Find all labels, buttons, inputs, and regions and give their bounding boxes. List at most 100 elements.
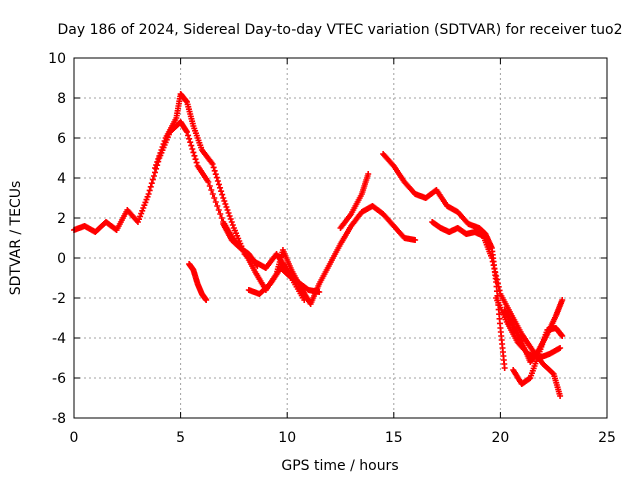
data-point: [228, 219, 235, 225]
data-point: [210, 164, 217, 171]
y-tick-label: -4: [52, 331, 66, 347]
data-point: [287, 274, 294, 280]
data-point: [215, 207, 222, 213]
y-axis-label: SDTVAR / TECUs: [8, 181, 24, 296]
data-point: [211, 167, 218, 174]
data-point: [208, 187, 215, 193]
data-point: [209, 161, 216, 167]
data-point: [158, 147, 165, 153]
data-point: [227, 216, 234, 222]
data-point: [193, 159, 200, 166]
data-point: [218, 215, 225, 221]
data-point: [254, 263, 261, 269]
data-point: [489, 258, 496, 265]
data-point: [223, 204, 230, 210]
data-point: [149, 176, 156, 183]
data-point: [222, 201, 229, 207]
data-point: [153, 162, 160, 168]
data-point: [316, 289, 323, 295]
data-point: [190, 149, 197, 156]
data-point: [490, 262, 497, 269]
data-point: [160, 141, 167, 147]
data-point: [496, 287, 503, 294]
series-track-late-c: [510, 325, 566, 387]
data-point: [146, 187, 153, 194]
x-tick-label: 25: [598, 430, 616, 446]
data-point: [493, 273, 500, 279]
series-track-side-branch: [220, 221, 261, 269]
data-point: [205, 179, 212, 185]
data-point: [211, 195, 218, 201]
data-point: [493, 276, 500, 283]
data-point: [559, 333, 566, 339]
grid-lines: [74, 58, 607, 418]
x-axis-label: GPS time / hours: [281, 458, 398, 474]
data-point: [488, 255, 495, 261]
data-point: [155, 156, 162, 162]
data-point: [492, 269, 499, 276]
data-point: [147, 183, 154, 190]
data-point: [212, 171, 219, 178]
series-track-mid-arc: [337, 171, 372, 231]
data-point: [220, 195, 227, 201]
x-tick-label: 5: [176, 430, 185, 446]
data-point: [203, 297, 210, 303]
data-point: [225, 210, 232, 216]
x-tick-label: 0: [70, 430, 79, 446]
data-point: [206, 183, 213, 189]
data-point: [501, 365, 508, 371]
data-point: [212, 199, 219, 205]
data-point: [557, 345, 564, 351]
data-point: [154, 159, 161, 165]
series-track-lower-loop: [245, 265, 308, 303]
data-point: [157, 150, 164, 156]
data-point: [209, 191, 216, 197]
data-point: [183, 129, 190, 135]
data-point: [186, 135, 193, 142]
y-tick-label: 2: [57, 211, 66, 227]
data-point: [150, 173, 157, 179]
data-point: [214, 178, 221, 184]
data-point: [229, 222, 236, 228]
x-tick-label: 10: [278, 430, 296, 446]
data-point: [301, 297, 308, 303]
data-point: [221, 198, 228, 204]
data-point: [494, 280, 501, 287]
data-point: [217, 184, 224, 191]
data-point: [412, 237, 419, 243]
y-tick-label: 0: [57, 251, 66, 267]
data-point: [156, 153, 163, 159]
data-point: [185, 132, 192, 139]
data-series: [71, 91, 566, 399]
data-point: [145, 191, 152, 197]
data-point: [495, 283, 502, 290]
series-track-side-dip: [186, 261, 210, 303]
data-point: [187, 139, 194, 146]
y-tick-label: 4: [57, 171, 66, 187]
chart-title: Day 186 of 2024, Sidereal Day-to-day VTE…: [57, 22, 622, 38]
x-tick-label: 20: [491, 430, 509, 446]
data-point: [192, 156, 199, 163]
data-point: [159, 144, 166, 150]
y-tick-label: -6: [52, 371, 66, 387]
data-point: [152, 165, 159, 171]
series-track-evening: [380, 151, 508, 371]
data-point: [188, 142, 195, 149]
data-point: [191, 152, 198, 159]
data-point: [557, 393, 564, 399]
y-tick-label: 8: [57, 91, 66, 107]
data-point: [491, 265, 498, 272]
data-point: [217, 211, 224, 217]
data-point: [224, 207, 231, 213]
data-point: [161, 138, 168, 144]
plot-frame: [73, 57, 608, 419]
data-point: [215, 181, 222, 188]
y-tick-label: -8: [52, 411, 66, 427]
series-track-plateau: [429, 219, 564, 399]
data-point: [559, 297, 566, 303]
data-point: [219, 191, 226, 198]
data-point: [148, 180, 155, 187]
data-point: [549, 370, 556, 376]
